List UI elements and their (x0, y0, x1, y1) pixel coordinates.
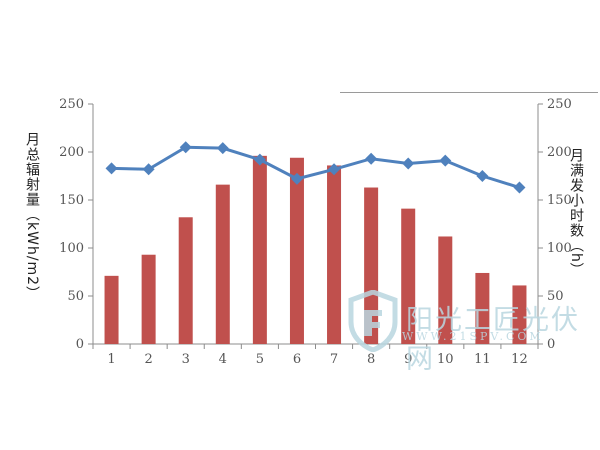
bar (141, 254, 156, 344)
line-point (290, 172, 303, 185)
y-tick-label-right: 200 (547, 145, 572, 160)
bar (215, 184, 230, 344)
x-tick-label: 7 (330, 352, 338, 367)
series-line (111, 145, 520, 189)
line-point (253, 153, 266, 166)
x-tick-label: 9 (404, 352, 412, 367)
line-point (142, 163, 155, 176)
y-tick-label-left: 200 (59, 145, 84, 160)
line-point (402, 157, 415, 170)
bar (512, 285, 527, 344)
y-tick-label-right: 100 (547, 241, 572, 256)
y-tick-label-right: 0 (547, 337, 555, 352)
bar (401, 208, 416, 344)
shield-logo-icon (348, 289, 398, 353)
watermark-url: WWW.21SPV.COM (402, 330, 544, 343)
y-tick-label-left: 0 (76, 337, 84, 352)
line-point (105, 162, 118, 175)
y-tick-label-right: 150 (547, 193, 572, 208)
x-tick-label: 12 (511, 352, 528, 367)
x-tick-label: 2 (144, 352, 152, 367)
x-tick-label: 11 (474, 352, 491, 367)
x-tick-label: 1 (107, 352, 115, 367)
y-tick-label-left: 50 (67, 289, 84, 304)
y-tick-label-left: 150 (59, 193, 84, 208)
line-point (216, 142, 229, 155)
bar (289, 157, 304, 344)
bar-series (104, 155, 527, 344)
bar (364, 187, 379, 344)
y-tick-label-left: 100 (59, 241, 84, 256)
x-tick-label: 10 (437, 352, 454, 367)
bar (252, 155, 267, 344)
watermark: 阳光工匠光伏网 WWW.21SPV.COM (348, 289, 588, 375)
line-series (105, 141, 526, 194)
line-point (439, 154, 452, 167)
x-tick-label: 3 (182, 352, 190, 367)
line-point (179, 141, 192, 154)
x-tick-label: 6 (293, 352, 301, 367)
y-axis-label-right: 月满发小时数（h） (568, 148, 584, 278)
watermark-title: 阳光工匠光伏网 (406, 305, 580, 375)
axes (88, 103, 543, 349)
x-tick-label: 8 (367, 352, 375, 367)
y-tick-label-left: 250 (59, 97, 84, 112)
y-axis-label-left: 月总辐射量（kWh/m2） (24, 132, 40, 302)
bar (178, 217, 193, 344)
line-point (513, 181, 526, 194)
line-point (365, 152, 378, 165)
line-point (476, 170, 489, 182)
bar (104, 275, 119, 344)
y-tick-label-right: 250 (547, 97, 572, 112)
bar (327, 165, 342, 344)
x-tick-label: 4 (219, 352, 227, 367)
bar (475, 272, 490, 344)
top-rule (340, 92, 598, 93)
line-point (328, 163, 341, 176)
y-tick-label-right: 50 (547, 289, 564, 304)
bar (438, 236, 453, 344)
x-tick-label: 5 (256, 352, 264, 367)
